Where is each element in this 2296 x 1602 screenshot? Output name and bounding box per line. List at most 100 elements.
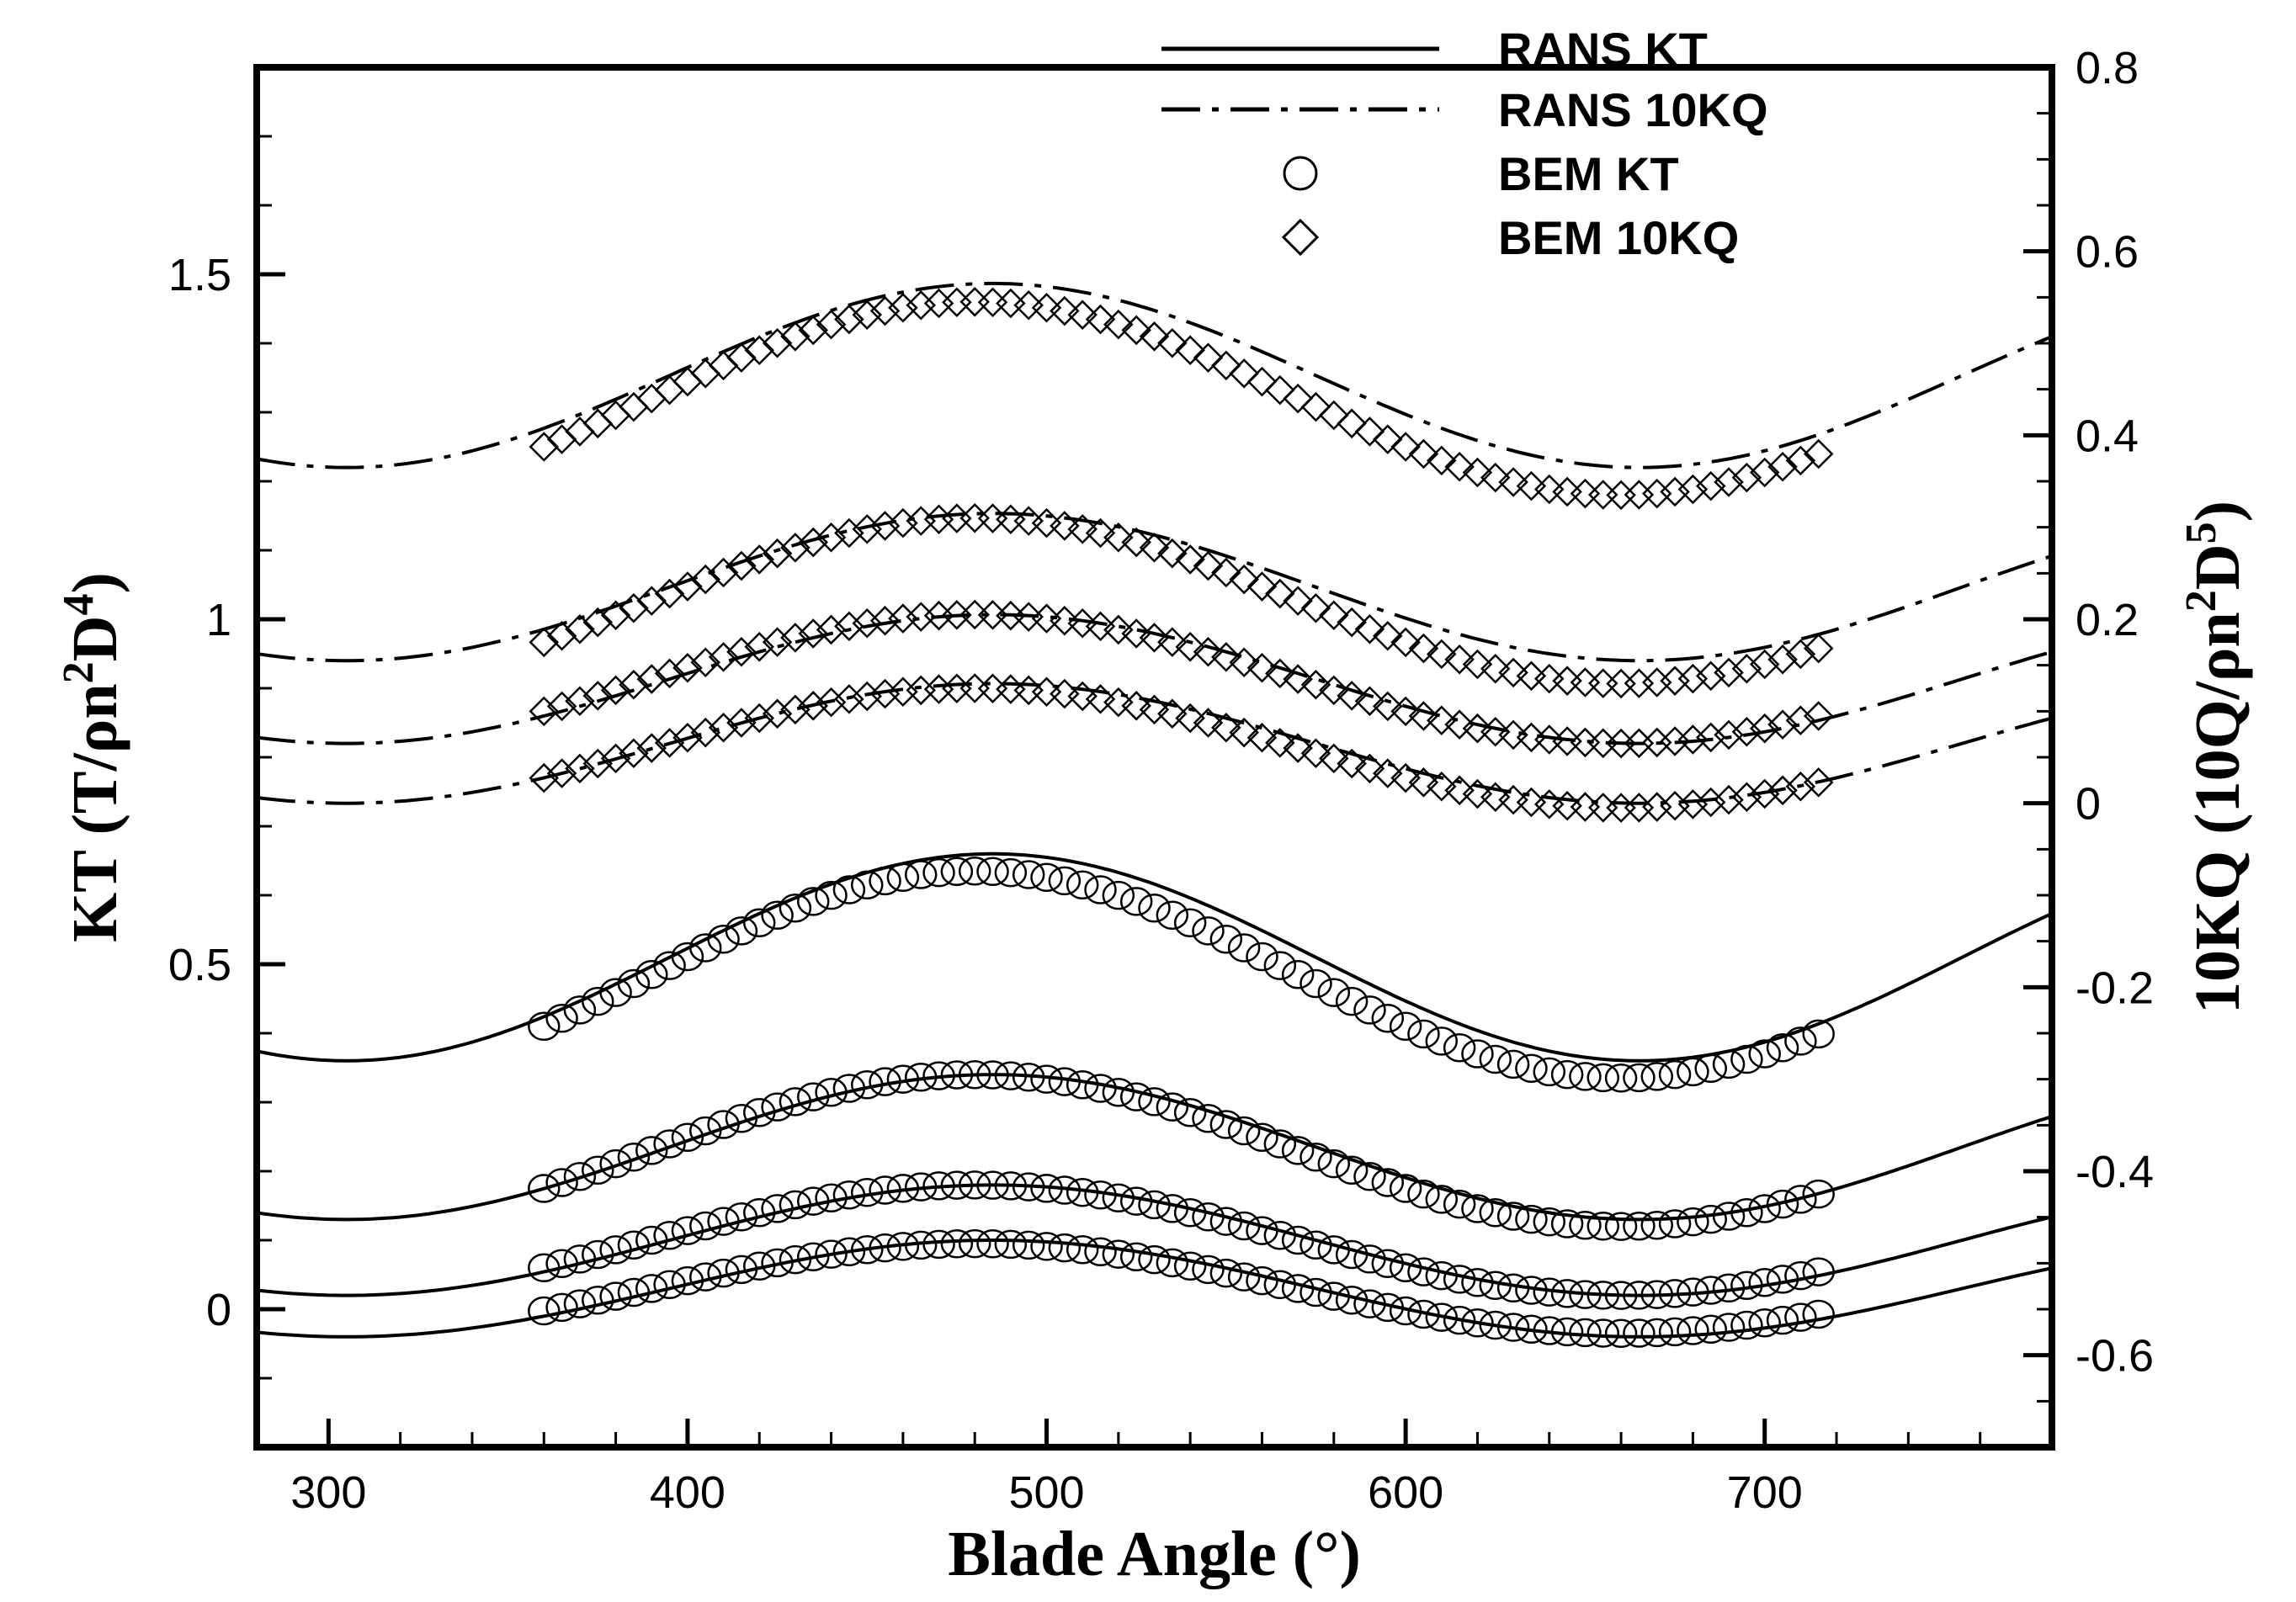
bem-kt-marker — [635, 1225, 668, 1255]
bem-kt-marker — [1569, 1280, 1602, 1309]
bem-10kq-marker — [1427, 445, 1457, 476]
bem-10kq-marker — [816, 522, 847, 553]
bem-10kq-marker — [1103, 614, 1134, 645]
bem-10kq-marker — [1695, 660, 1726, 692]
bem-kt-marker — [1604, 1064, 1638, 1093]
bem-kt-marker — [1353, 1289, 1386, 1318]
bem-kt-marker — [1479, 1310, 1512, 1340]
bem-10kq-marker — [1498, 657, 1528, 688]
bem-10kq-marker — [1013, 289, 1044, 321]
bem-kt-marker — [1658, 1209, 1692, 1239]
bem-kt-marker — [689, 1211, 722, 1241]
bem-kt-marker — [1371, 1249, 1405, 1278]
bem-kt-marker — [1281, 1225, 1315, 1255]
bem-10kq-marker — [1229, 647, 1259, 678]
bem-10kq-marker — [546, 620, 577, 651]
bem-10kq-marker — [1013, 602, 1044, 632]
bem-kt-marker — [1748, 1039, 1781, 1069]
bem-kt-marker — [958, 857, 991, 886]
bem-kt-marker — [1712, 1273, 1746, 1303]
bem-kt-marker — [1658, 1279, 1692, 1308]
bem-kt-marker — [635, 1274, 668, 1303]
y-left-title-base: KT (T/ρn — [60, 683, 130, 942]
bem-kt-marker — [1119, 1082, 1153, 1111]
bem-kt-marker — [545, 1004, 578, 1033]
bem-kt-marker — [796, 887, 830, 916]
bem-kt-marker — [1030, 862, 1063, 892]
bem-10kq-marker — [654, 578, 685, 609]
bem-10kq-marker — [852, 681, 882, 712]
y-left-title-end: ) — [60, 572, 130, 593]
bem-10kq-marker — [1695, 722, 1726, 753]
bem-kt-marker — [1246, 1265, 1278, 1296]
bem-kt-marker — [1281, 1136, 1315, 1165]
bem-kt-marker — [1066, 870, 1099, 900]
bem-kt-marker — [1156, 900, 1189, 931]
bem-kt-marker — [582, 1155, 614, 1185]
bem-kt-marker — [1604, 1318, 1638, 1348]
bem-10kq-marker — [1677, 663, 1709, 694]
bem-10kq-marker — [1767, 644, 1798, 675]
bem-kt-marker — [1048, 866, 1082, 896]
bem-10kq-marker — [1695, 787, 1726, 818]
bem-10kq-marker — [1265, 374, 1295, 406]
bem-kt-marker — [1084, 1074, 1117, 1103]
bem-kt-marker — [528, 1253, 561, 1283]
bem-kt-marker — [869, 1175, 901, 1205]
bem-10kq-marker — [1246, 366, 1278, 397]
bem-10kq-marker — [1283, 733, 1313, 763]
bem-10kq-marker — [1319, 600, 1349, 630]
bem-kt-marker — [1802, 1257, 1835, 1286]
bem-kt-marker — [796, 1186, 830, 1216]
bem-kt-marker — [1712, 1313, 1746, 1342]
bem-kt-marker — [1550, 1279, 1584, 1308]
bem-kt-marker — [1227, 1262, 1261, 1292]
bem-10kq-marker — [1157, 627, 1188, 657]
bem-10kq-marker — [565, 614, 595, 645]
bem-kt-marker — [1407, 1019, 1440, 1049]
bem-10kq-marker — [834, 611, 864, 642]
bem-kt-marker — [725, 1104, 758, 1133]
bem-kt-marker — [725, 1255, 758, 1285]
bem-10kq-marker — [1677, 474, 1709, 505]
bem-10kq-marker — [1480, 782, 1511, 813]
bem-kt-marker — [1425, 1302, 1459, 1332]
bem-10kq-marker — [1731, 782, 1762, 813]
x-tick-label: 600 — [1368, 1467, 1443, 1518]
y-right-title-end: ) — [2182, 501, 2253, 522]
bem-10kq-marker — [1677, 724, 1709, 755]
bem-10kq-marker — [600, 743, 631, 774]
bem-10kq-marker — [529, 696, 560, 727]
bem-10kq-marker — [1427, 639, 1457, 670]
x-axis-title: Blade Angle (°) — [948, 1519, 1361, 1589]
bem-10kq-marker — [1785, 639, 1816, 670]
bem-10kq-marker — [546, 758, 577, 788]
bem-kt-marker — [886, 1174, 920, 1203]
bem-10kq-marker — [600, 675, 631, 706]
bem-kt-marker — [1389, 1253, 1422, 1283]
bem-kt-marker — [1766, 1189, 1799, 1219]
legend-label-bem-10kq: BEM 10KQ — [1498, 211, 1739, 264]
bem-10kq-marker — [672, 653, 703, 683]
bem-kt-marker — [1515, 1204, 1548, 1234]
bem-10kq-marker — [1139, 533, 1170, 563]
bem-kt-marker — [832, 1237, 866, 1266]
bem-10kq-marker — [1337, 408, 1367, 439]
bem-10kq-marker — [1641, 478, 1672, 509]
bem-kt-marker — [850, 1234, 884, 1265]
bem-kt-marker — [707, 1207, 740, 1236]
bem-kt-marker — [582, 1285, 614, 1315]
bem-10kq-marker — [1803, 633, 1834, 664]
bem-10kq-marker — [1121, 618, 1151, 649]
bem-10kq-marker — [1390, 696, 1421, 727]
bem-10kq-marker — [1480, 653, 1511, 684]
rans-10kq-line-1 — [256, 281, 2053, 469]
bem-10kq-marker — [1139, 623, 1170, 653]
bem-kt-marker — [1173, 1098, 1207, 1127]
bem-10kq-marker — [1211, 350, 1241, 381]
bem-10kq-marker — [762, 327, 793, 358]
bem-kt-marker — [1515, 1314, 1548, 1344]
bem-kt-marker — [563, 1244, 597, 1274]
y-right-tick-label: 0 — [2075, 779, 2101, 830]
